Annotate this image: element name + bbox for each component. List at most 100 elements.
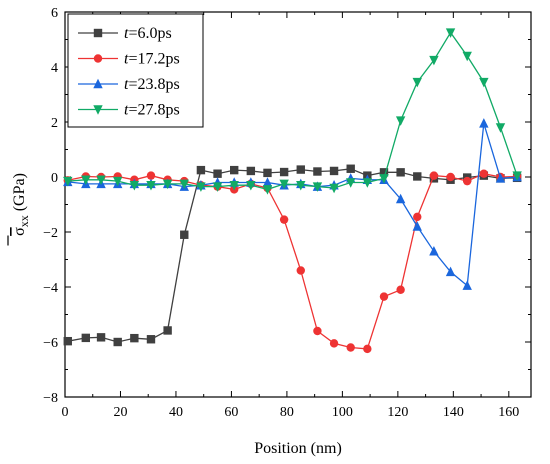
series-layer xyxy=(63,28,522,354)
legend-entry: t=6.0ps xyxy=(78,25,172,42)
legend-label-var: t xyxy=(124,102,129,119)
data-point xyxy=(146,181,156,191)
y-tick-label: −8 xyxy=(43,391,58,406)
legend-label: t=27.8ps xyxy=(124,102,180,119)
data-point xyxy=(81,333,91,343)
data-point xyxy=(429,55,439,66)
data-point xyxy=(413,172,422,181)
x-tick-label: 0 xyxy=(62,405,69,420)
data-point xyxy=(445,266,456,277)
data-point xyxy=(146,171,156,180)
data-point xyxy=(229,181,239,191)
legend-label-var: t xyxy=(124,25,129,42)
y-tick-label: 6 xyxy=(51,6,58,21)
data-point xyxy=(263,168,272,178)
data-point xyxy=(479,77,489,88)
data-point xyxy=(412,77,422,88)
y-axis-unit: (GPa) xyxy=(11,173,28,215)
data-point xyxy=(279,167,289,177)
ticks: 0 20 40 60 80 100 120 140 160 −8 −6 −4 −2 0 2 4 6 xyxy=(43,6,531,420)
data-point xyxy=(462,280,472,290)
data-point xyxy=(329,166,339,176)
data-point xyxy=(81,175,91,185)
x-tick-label: 100 xyxy=(332,405,353,420)
y-tick-label: 4 xyxy=(51,61,58,76)
data-point xyxy=(179,179,189,190)
data-point xyxy=(429,246,439,256)
data-point xyxy=(396,285,405,294)
legend-label-rest: =17.2ps xyxy=(128,51,179,68)
legend-label-rest: =6.0ps xyxy=(128,25,171,42)
data-point xyxy=(262,177,273,187)
data-point xyxy=(180,230,189,239)
data-point xyxy=(329,183,339,194)
y-tick-label: 0 xyxy=(51,171,58,186)
x-tick-label: 120 xyxy=(387,405,408,420)
data-point xyxy=(346,343,355,352)
data-point xyxy=(313,167,322,176)
legend-label-rest: =23.8ps xyxy=(128,76,179,93)
data-point xyxy=(296,181,306,191)
y-axis-symbol: σ xyxy=(11,227,28,236)
data-point xyxy=(329,339,339,348)
series-1 xyxy=(63,169,522,354)
series-line xyxy=(67,173,518,350)
data-point xyxy=(279,179,289,190)
data-point xyxy=(63,176,73,187)
data-point xyxy=(479,169,489,178)
series-line xyxy=(67,168,518,343)
data-point xyxy=(162,179,173,190)
data-point xyxy=(213,169,222,178)
data-point xyxy=(346,178,356,188)
data-point xyxy=(395,116,406,126)
data-point xyxy=(446,172,455,182)
data-point xyxy=(146,335,156,344)
data-point xyxy=(462,51,472,62)
data-point xyxy=(479,118,489,128)
data-point xyxy=(212,182,223,192)
data-point xyxy=(196,182,206,192)
data-point xyxy=(130,333,139,343)
data-point xyxy=(362,178,373,188)
series-line xyxy=(67,123,518,287)
y-axis-title: σxx (GPa) xyxy=(11,173,31,236)
data-point xyxy=(379,174,389,184)
data-point xyxy=(96,333,106,342)
legend-entry: t=17.2ps xyxy=(78,51,180,68)
legend-label-var: t xyxy=(124,51,129,68)
legend-swatch-marker xyxy=(93,28,103,38)
x-axis-title: Position (nm) xyxy=(254,440,342,457)
x-tick-label: 20 xyxy=(113,405,127,420)
legend-entry: t=27.8ps xyxy=(78,102,180,119)
data-point xyxy=(445,28,456,38)
legend-swatch-marker xyxy=(93,54,103,63)
y-tick-label: −6 xyxy=(43,336,58,351)
legend-entry: t=23.8ps xyxy=(78,76,180,93)
legend-swatch-marker xyxy=(93,105,103,115)
data-point xyxy=(495,173,506,183)
series-0 xyxy=(63,164,522,347)
data-point xyxy=(296,165,305,174)
data-point xyxy=(379,168,389,177)
x-tick-label: 80 xyxy=(280,405,294,420)
data-point xyxy=(379,292,389,301)
legend-label: t=23.8ps xyxy=(124,76,180,93)
data-point xyxy=(196,165,206,175)
x-tick-label: 60 xyxy=(224,405,238,420)
data-point xyxy=(313,326,322,336)
data-point xyxy=(395,193,406,204)
data-point xyxy=(413,212,422,222)
data-point xyxy=(412,221,422,231)
data-point xyxy=(363,344,372,354)
data-point xyxy=(163,326,172,335)
data-point xyxy=(129,181,140,191)
data-point xyxy=(463,176,472,186)
legend-label: t=17.2ps xyxy=(124,51,180,68)
data-point xyxy=(113,176,123,187)
data-point xyxy=(230,165,239,175)
series-2 xyxy=(63,118,522,290)
data-point xyxy=(396,168,405,177)
legend-label-var: t xyxy=(124,76,129,93)
data-point xyxy=(312,182,323,192)
